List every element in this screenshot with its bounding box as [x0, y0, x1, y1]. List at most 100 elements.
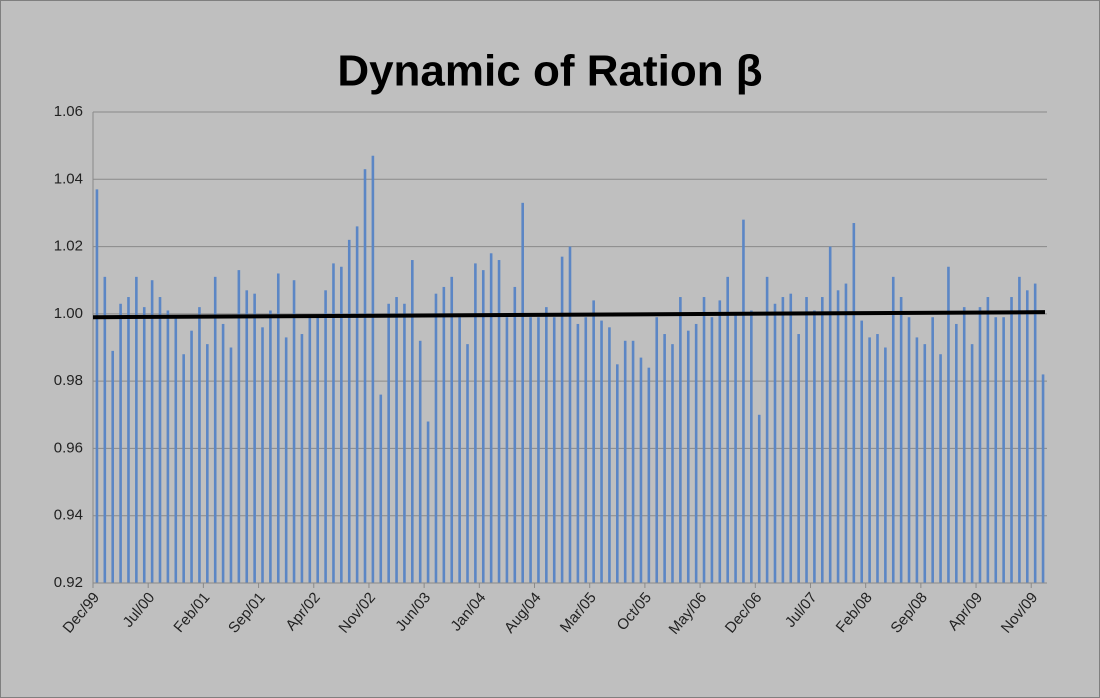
- bar: [426, 421, 430, 583]
- bar: [213, 276, 217, 583]
- bar: [95, 189, 99, 583]
- bar: [489, 253, 493, 584]
- bar: [631, 340, 635, 583]
- bar: [686, 330, 690, 583]
- bar: [150, 280, 154, 583]
- bar: [300, 334, 304, 583]
- bar: [639, 357, 643, 583]
- bar: [182, 354, 185, 583]
- bar: [860, 320, 864, 583]
- bar: [915, 337, 919, 583]
- bar: [655, 317, 659, 583]
- bar: [340, 266, 343, 583]
- bar: [781, 297, 785, 583]
- bar: [797, 334, 800, 583]
- bar: [418, 340, 422, 583]
- bar: [955, 323, 958, 583]
- bar: [229, 347, 233, 583]
- bar: [891, 276, 895, 583]
- bar: [939, 354, 942, 583]
- bar: [552, 317, 556, 583]
- bar: [497, 260, 501, 583]
- bar: [734, 313, 737, 583]
- bar: [190, 330, 193, 583]
- bar: [276, 273, 280, 583]
- y-tick-label: 0.94: [54, 507, 83, 524]
- bar: [671, 344, 674, 583]
- bar: [608, 327, 611, 583]
- bar: [750, 310, 753, 583]
- bar: [970, 344, 974, 583]
- bar: [1018, 276, 1021, 583]
- bar: [221, 323, 225, 583]
- bar: [568, 246, 572, 584]
- bar: [481, 270, 485, 583]
- bar: [836, 290, 840, 583]
- bar: [166, 310, 170, 583]
- bar: [931, 317, 934, 583]
- bar: [663, 334, 666, 583]
- bar: [521, 202, 524, 584]
- bar: [947, 266, 950, 583]
- bar: [765, 276, 769, 583]
- bar: [994, 317, 998, 583]
- bar: [292, 280, 296, 583]
- y-tick-label: 1.06: [54, 103, 83, 120]
- bar: [474, 263, 477, 583]
- bar: [158, 297, 162, 583]
- bar: [395, 297, 398, 583]
- bar: [773, 303, 777, 583]
- bar: [584, 317, 588, 583]
- bar: [403, 303, 406, 583]
- bar: [623, 340, 627, 583]
- bar: [237, 270, 241, 583]
- bar: [434, 293, 438, 583]
- bar: [820, 297, 824, 583]
- bar: [111, 350, 115, 583]
- bar: [355, 226, 359, 583]
- bar: [505, 317, 509, 583]
- bar: [198, 307, 201, 583]
- bar: [694, 323, 698, 583]
- bar: [450, 276, 454, 583]
- bar: [986, 297, 990, 583]
- bar: [828, 246, 832, 584]
- bar: [1025, 290, 1029, 583]
- bar: [347, 239, 351, 584]
- bar: [253, 293, 256, 583]
- bar: [899, 297, 903, 583]
- bar: [718, 300, 722, 583]
- bar: [868, 337, 871, 583]
- y-tick-label: 0.98: [54, 372, 83, 389]
- bar: [978, 307, 982, 583]
- bar: [206, 344, 209, 583]
- bar: [757, 414, 761, 583]
- bar: [316, 317, 320, 583]
- bar: [907, 317, 911, 583]
- bar: [245, 290, 249, 583]
- bar: [884, 347, 887, 583]
- bar: [135, 276, 138, 583]
- bar: [576, 323, 580, 583]
- bar: [1002, 317, 1005, 583]
- trend-line: [92, 310, 1046, 320]
- bar: [844, 283, 848, 583]
- bar: [332, 263, 335, 583]
- bar: [537, 317, 540, 583]
- bar: [269, 310, 272, 583]
- bar: [103, 276, 107, 583]
- y-tick-label: 1.02: [54, 238, 83, 255]
- bar: [513, 286, 517, 583]
- bar: [466, 344, 469, 583]
- bar: [789, 293, 793, 583]
- bar: [813, 310, 816, 583]
- bar: [805, 297, 808, 583]
- y-tick-label: 1.00: [54, 305, 83, 322]
- bar: [852, 223, 856, 583]
- bar: [616, 364, 619, 583]
- bar: [679, 297, 682, 583]
- bar: [261, 327, 264, 583]
- bar: [1041, 374, 1045, 583]
